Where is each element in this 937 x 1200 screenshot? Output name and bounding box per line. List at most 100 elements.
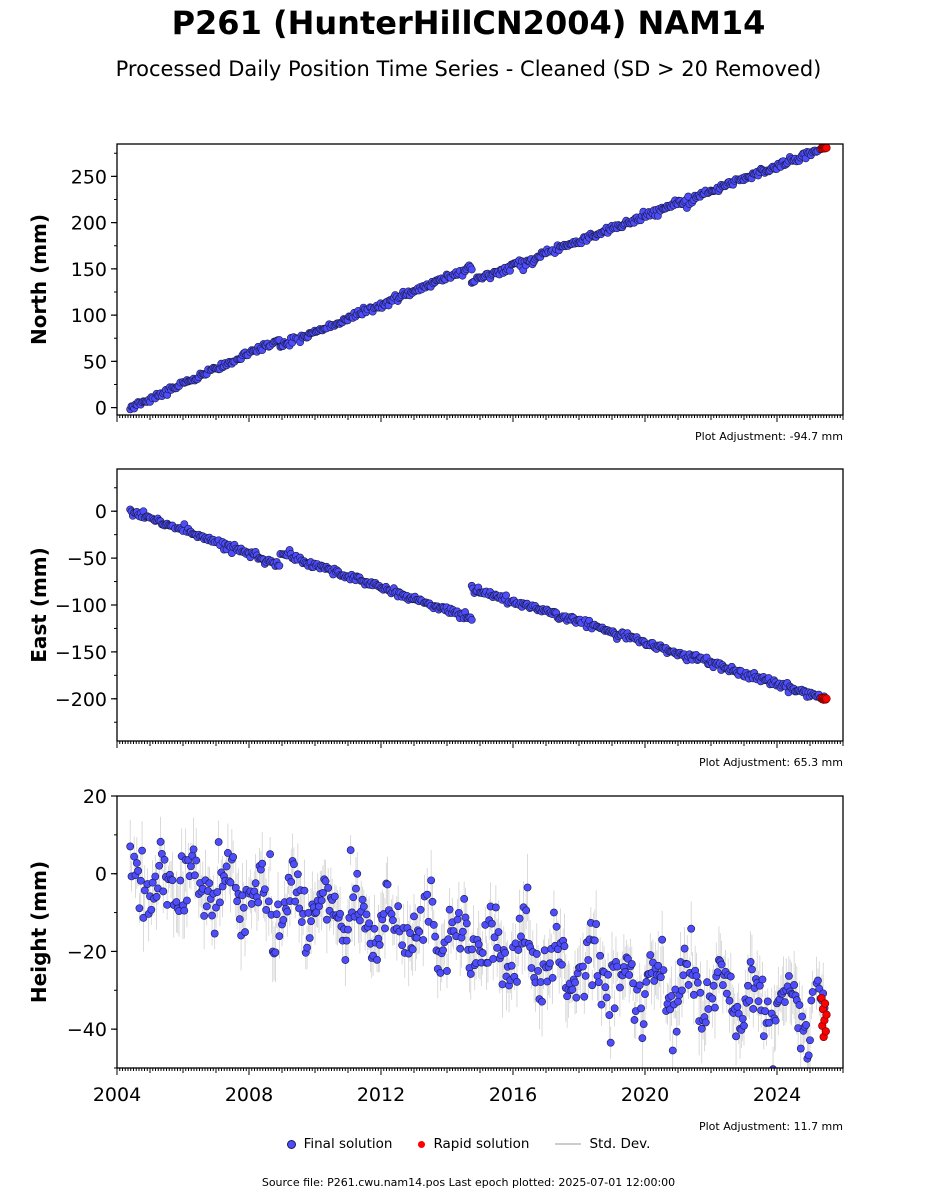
final-point	[346, 846, 355, 855]
final-point	[502, 591, 510, 600]
final-point	[687, 924, 696, 933]
final-point	[696, 988, 705, 997]
chart-subtitle: Processed Daily Position Time Series - C…	[115, 57, 822, 81]
final-point	[436, 969, 445, 977]
final-point	[189, 845, 198, 854]
final-point	[718, 981, 727, 989]
final-point	[540, 946, 549, 955]
final-point	[370, 924, 379, 933]
final-point	[134, 866, 143, 875]
final-point	[654, 961, 663, 970]
final-point	[781, 998, 789, 1007]
final-point	[138, 846, 146, 855]
final-point	[616, 983, 624, 992]
final-point	[498, 980, 507, 989]
plot-area-2	[126, 816, 831, 1068]
final-point	[379, 910, 388, 918]
final-point	[604, 970, 612, 979]
final-point	[637, 1004, 645, 1013]
final-point	[342, 936, 351, 945]
final-point	[769, 1065, 777, 1068]
final-point	[168, 876, 177, 885]
final-point	[271, 948, 280, 957]
final-point	[745, 996, 754, 1005]
legend-final: Final solution	[286, 1136, 392, 1152]
final-point	[625, 971, 634, 979]
y-tick-label: 100	[71, 305, 107, 327]
final-point	[552, 922, 561, 931]
final-point	[771, 1016, 780, 1025]
final-point	[802, 1020, 810, 1029]
final-point	[693, 978, 702, 987]
final-point	[192, 856, 201, 865]
final-point	[147, 905, 156, 914]
final-point	[155, 861, 164, 870]
final-point	[362, 910, 371, 919]
final-solution-points-0	[126, 144, 829, 414]
panel-1: −200 −150 −100 −50 0 East (mm) Plot Adjustment…	[27, 468, 844, 769]
final-point	[536, 978, 545, 986]
final-point	[453, 915, 462, 924]
final-point	[283, 907, 292, 916]
final-point	[247, 900, 256, 908]
final-point	[656, 973, 665, 982]
y-tick-label: −200	[55, 689, 107, 711]
rapid-point	[822, 144, 831, 152]
final-point	[646, 951, 655, 959]
final-point	[490, 933, 499, 942]
final-point	[419, 936, 428, 944]
legend-stddev-label: Std. Dev.	[589, 1136, 651, 1152]
final-point	[319, 888, 327, 897]
final-point	[136, 876, 145, 885]
final-point	[594, 978, 603, 987]
final-point	[796, 1044, 805, 1053]
final-point	[713, 968, 722, 976]
x-tick-label: 2020	[621, 1084, 669, 1106]
final-point	[344, 925, 352, 934]
final-point	[507, 961, 516, 970]
y-tick-label: −40	[67, 1019, 107, 1041]
final-point	[266, 850, 275, 859]
final-point	[590, 936, 599, 945]
final-point	[287, 877, 296, 886]
final-solution-points-2	[126, 837, 829, 1068]
final-point	[658, 935, 667, 944]
final-point	[613, 962, 622, 971]
y-tick-label: −50	[67, 548, 107, 570]
y-tick-label: 0	[95, 501, 107, 523]
final-point	[208, 911, 216, 920]
final-point	[560, 942, 569, 951]
final-point	[423, 890, 432, 899]
final-point	[291, 897, 300, 906]
final-point	[580, 992, 589, 1001]
final-point	[160, 855, 169, 864]
final-point	[279, 915, 288, 924]
final-point	[260, 885, 269, 894]
final-point	[639, 1020, 648, 1029]
final-point	[546, 959, 554, 968]
final-point	[375, 940, 384, 949]
final-point	[322, 915, 331, 924]
final-point	[458, 927, 467, 936]
final-point	[493, 943, 502, 952]
y-tick-label: 20	[83, 786, 107, 808]
final-point	[511, 939, 520, 948]
final-point	[748, 965, 756, 974]
final-point	[202, 902, 211, 911]
final-point	[679, 971, 688, 980]
final-point	[638, 1034, 647, 1043]
final-point	[733, 1002, 742, 1011]
final-point	[258, 859, 267, 868]
legend: Final solution Rapid solution Std. Dev.	[0, 1136, 937, 1152]
final-point	[798, 1012, 806, 1021]
final-point	[251, 879, 260, 888]
final-point	[321, 877, 330, 886]
final-point	[317, 896, 326, 905]
final-point	[548, 973, 557, 982]
final-point	[543, 977, 552, 986]
final-point	[754, 997, 763, 1006]
final-point	[678, 986, 686, 995]
chart-title: P261 (HunterHillCN2004) NAM14	[171, 4, 766, 42]
final-point	[212, 903, 220, 912]
legend-stddev: Std. Dev.	[555, 1136, 650, 1152]
